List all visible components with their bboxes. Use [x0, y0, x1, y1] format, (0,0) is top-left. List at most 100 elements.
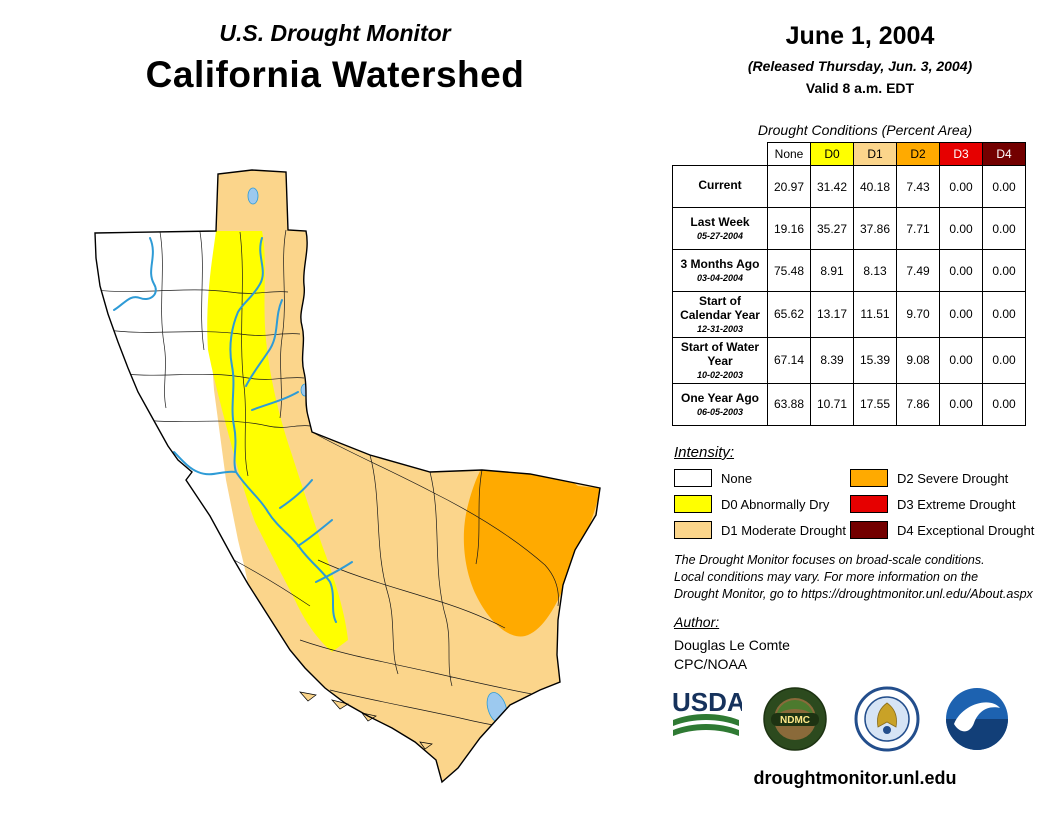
value-cell: 20.97 — [767, 165, 811, 208]
legend-label: D2 Severe Drought — [897, 470, 1009, 486]
legend-title: Intensity: — [674, 444, 735, 461]
table-row-3-months-ago: 3 Months Ago 03-04-2004 75.48 8.91 8.13 7… — [672, 249, 1026, 292]
footer-url: droughtmonitor.unl.edu — [753, 768, 957, 788]
rivers — [113, 237, 353, 623]
value-cell: 17.55 — [853, 382, 897, 426]
commerce-seal-logo — [854, 686, 920, 752]
svg-text:NDMC: NDMC — [780, 715, 810, 726]
legend-label: D3 Extreme Drought — [897, 496, 1016, 512]
table-row-start-calendar-year: Start of Calendar Year 12-31-2003 65.62 1… — [672, 291, 1026, 338]
table-header-row: None D0 D1 D2 D3 D4 — [673, 142, 1026, 166]
col-header-d2: D2 — [896, 142, 940, 166]
table-row-one-year-ago: One Year Ago 06-05-2003 63.88 10.71 17.55… — [672, 382, 1026, 426]
disclaimer-text: The Drought Monitor focuses on broad-sca… — [674, 553, 1033, 601]
value-cell: 15.39 — [853, 336, 897, 384]
none-swatch — [674, 469, 712, 487]
lake-tahoe — [300, 383, 310, 397]
release-date: (Released Thursday, Jun. 3, 2004) — [747, 58, 973, 74]
legend-label: D1 Moderate Drought — [721, 522, 847, 538]
value-cell: 13.17 — [810, 291, 854, 338]
legend-item-d4: D4 Exceptional Drought — [850, 520, 1034, 540]
row-label: Start of Calendar Year 12-31-2003 — [672, 291, 768, 338]
value-cell: 9.70 — [896, 291, 940, 338]
channel-islands — [299, 691, 433, 750]
value-cell: 7.49 — [896, 249, 940, 292]
author-organization: CPC/NOAA — [674, 656, 748, 672]
ndmc-logo: NDMC — [763, 687, 827, 751]
legend-label: D4 Exceptional Drought — [897, 522, 1035, 538]
california-watershed-map — [94, 169, 601, 784]
value-cell: 75.48 — [767, 249, 811, 292]
value-cell: 35.27 — [810, 207, 854, 250]
valid-time: Valid 8 a.m. EDT — [805, 80, 915, 96]
legend-item-none: None — [674, 468, 752, 488]
legend-label: None — [721, 470, 753, 486]
value-cell: 31.42 — [810, 165, 854, 208]
value-cell: 0.00 — [982, 165, 1026, 208]
value-cell: 7.71 — [896, 207, 940, 250]
value-cell: 0.00 — [939, 382, 983, 426]
legend-item-d3: D3 Extreme Drought — [850, 494, 1016, 514]
col-header-d4: D4 — [982, 142, 1026, 166]
value-cell: 19.16 — [767, 207, 811, 250]
value-cell: 8.13 — [853, 249, 897, 292]
d4-swatch — [850, 521, 888, 539]
value-cell: 0.00 — [982, 249, 1026, 292]
watershed-boundaries — [95, 229, 559, 731]
value-cell: 65.62 — [767, 291, 811, 338]
value-cell: 10.71 — [810, 382, 854, 426]
value-cell: 11.51 — [853, 291, 897, 338]
value-cell: 0.00 — [982, 382, 1026, 426]
table-row-current: Current 20.97 31.42 40.18 7.43 0.00 0.00 — [672, 165, 1026, 208]
col-header-d1: D1 — [853, 142, 897, 166]
author-name: Douglas Le Comte — [674, 637, 790, 653]
value-cell: 0.00 — [939, 249, 983, 292]
value-cell: 8.39 — [810, 336, 854, 384]
row-label: One Year Ago 06-05-2003 — [672, 382, 768, 426]
value-cell: 0.00 — [939, 207, 983, 250]
value-cell: 0.00 — [939, 336, 983, 384]
d1-swatch — [674, 521, 712, 539]
row-label: Last Week 05-27-2004 — [672, 207, 768, 250]
region-title: California Watershed — [145, 54, 525, 95]
value-cell: 63.88 — [767, 382, 811, 426]
legend-item-d1: D1 Moderate Drought — [674, 520, 846, 540]
col-header-none: None — [767, 142, 811, 166]
legend-label: D0 Abnormally Dry — [721, 496, 830, 512]
watershed-outline — [94, 169, 601, 784]
drought-conditions-table: None D0 D1 D2 D3 D4 Current 20.97 31.42 … — [672, 142, 1026, 426]
header-spacer — [673, 143, 768, 166]
value-cell: 37.86 — [853, 207, 897, 250]
goose-lake — [247, 187, 259, 205]
value-cell: 0.00 — [939, 165, 983, 208]
table-row-last-week: Last Week 05-27-2004 19.16 35.27 37.86 7.… — [672, 207, 1026, 250]
value-cell: 0.00 — [982, 291, 1026, 338]
col-header-d0: D0 — [810, 142, 854, 166]
value-cell: 0.00 — [939, 291, 983, 338]
row-label: Start of Water Year 10-02-2003 — [672, 336, 768, 384]
value-cell: 8.91 — [810, 249, 854, 292]
report-date: June 1, 2004 — [785, 22, 935, 50]
map-region-d0 — [207, 231, 348, 652]
svg-text:USDA: USDA — [672, 687, 742, 717]
col-header-d3: D3 — [939, 142, 983, 166]
row-label: Current — [672, 165, 768, 208]
value-cell: 7.86 — [896, 382, 940, 426]
value-cell: 40.18 — [853, 165, 897, 208]
d0-swatch — [674, 495, 712, 513]
value-cell: 9.08 — [896, 336, 940, 384]
d2-swatch — [850, 469, 888, 487]
row-label: 3 Months Ago 03-04-2004 — [672, 249, 768, 292]
noaa-logo — [946, 688, 1008, 750]
legend-item-d0: D0 Abnormally Dry — [674, 494, 829, 514]
d3-swatch — [850, 495, 888, 513]
value-cell: 0.00 — [982, 336, 1026, 384]
value-cell: 67.14 — [767, 336, 811, 384]
table-row-start-water-year: Start of Water Year 10-02-2003 67.14 8.39… — [672, 336, 1026, 384]
table-title: Drought Conditions (Percent Area) — [757, 122, 973, 138]
value-cell: 7.43 — [896, 165, 940, 208]
value-cell: 0.00 — [982, 207, 1026, 250]
usda-logo: USDA — [672, 687, 742, 736]
author-heading: Author: — [674, 614, 720, 630]
